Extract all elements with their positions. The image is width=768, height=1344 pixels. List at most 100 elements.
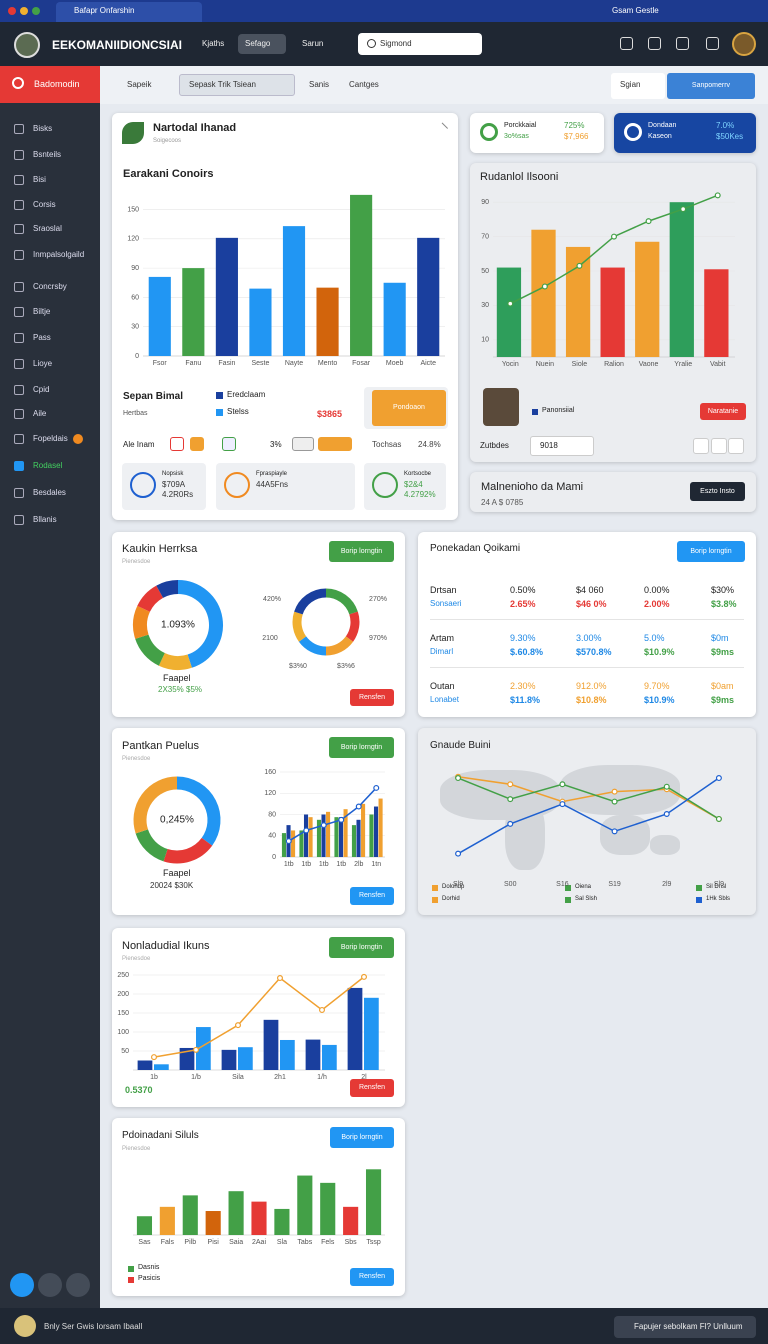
- sidebar-item[interactable]: Fopeldais: [33, 434, 68, 443]
- donut-label: Faapel: [163, 673, 191, 683]
- stat-icon: [480, 123, 498, 141]
- sidebar-item[interactable]: Besdales: [33, 488, 66, 497]
- cell-value: 2.30%: [510, 681, 536, 691]
- search-box[interactable]: [358, 33, 482, 55]
- row-chip[interactable]: [222, 437, 236, 451]
- sidebar-item[interactable]: Inmpalsolgaild: [33, 250, 85, 259]
- trend-icon[interactable]: [728, 438, 744, 454]
- header-icon[interactable]: [676, 37, 689, 50]
- button[interactable]: Rensfen: [350, 1079, 394, 1097]
- filter-select[interactable]: [611, 73, 665, 99]
- card-subtitle: Pienesdoe: [122, 1146, 151, 1152]
- map-land: [560, 765, 680, 815]
- cell-sub: $46 0%: [576, 599, 607, 609]
- sidebar-item[interactable]: Bllanis: [33, 515, 57, 524]
- button[interactable]: Borip lorngtin: [329, 737, 394, 758]
- cell-sub: 2.00%: [644, 599, 670, 609]
- account-name: Gsam Gestle: [612, 6, 659, 15]
- sidebar-tool[interactable]: [66, 1273, 90, 1297]
- sidebar-tool[interactable]: [10, 1273, 34, 1297]
- row-label: Drtsan: [430, 585, 457, 595]
- card-title: Nartodal Ihanad: [153, 122, 237, 134]
- cell-value: $0m: [711, 633, 729, 643]
- cell-sub: $10.9%: [644, 695, 675, 705]
- sidebar-icon: [14, 333, 24, 343]
- filter-button[interactable]: Sanpomerrv: [667, 73, 755, 99]
- sidebar-item[interactable]: Bisi: [33, 175, 46, 184]
- button[interactable]: Borip lorngtin: [329, 937, 394, 958]
- nav-link[interactable]: Sarun: [302, 39, 324, 48]
- cell-sub: $.60.8%: [510, 647, 544, 657]
- stat-value: 725%: [564, 121, 585, 130]
- row-chip[interactable]: [190, 437, 204, 451]
- header-icon[interactable]: [620, 37, 633, 50]
- sidebar-item[interactable]: Cpid: [33, 385, 50, 394]
- filter-select-label: Sgian: [620, 80, 641, 89]
- button[interactable]: Borip lorngtin: [329, 541, 394, 562]
- sidebar-item[interactable]: Bisks: [33, 124, 53, 133]
- sidebar-item[interactable]: Aile: [33, 409, 47, 418]
- button[interactable]: Naratanie: [700, 403, 746, 420]
- logo: [14, 32, 40, 58]
- map-land: [505, 800, 545, 870]
- row-sub: Sonsaeri: [430, 599, 462, 608]
- sidebar-item[interactable]: Pass: [33, 333, 51, 342]
- sidebar: [0, 66, 100, 1308]
- header-icon[interactable]: [706, 37, 719, 50]
- card-title: Nonladudial Ikuns: [122, 940, 210, 952]
- sidebar-item[interactable]: Sraoslal: [33, 224, 62, 233]
- filter-link[interactable]: Sanis: [309, 80, 330, 89]
- trend-thumb: [483, 388, 519, 426]
- button[interactable]: Borip lorngtin: [677, 541, 745, 562]
- mini-tile-line: 4.2792%: [404, 490, 436, 499]
- row-value: 3%: [270, 440, 282, 449]
- trend-icon[interactable]: [711, 438, 727, 454]
- sidebar-icon: [14, 488, 24, 498]
- row-chip[interactable]: [318, 437, 352, 451]
- sidebar-icon: [14, 409, 24, 419]
- button[interactable]: Rensfen: [350, 1268, 394, 1286]
- nav-link[interactable]: Sefago: [245, 39, 271, 48]
- sidebar-tool[interactable]: [38, 1273, 62, 1297]
- row-divider: [430, 619, 744, 620]
- button[interactable]: Rensfen: [350, 689, 394, 706]
- row-chip[interactable]: [170, 437, 184, 451]
- sidebar-item[interactable]: Lioye: [33, 359, 53, 368]
- sidebar-icon: [14, 434, 24, 444]
- filter-link[interactable]: Cantges: [349, 80, 379, 89]
- avatar[interactable]: [732, 32, 756, 56]
- trend-icon[interactable]: [693, 438, 709, 454]
- stat-icon: [624, 123, 642, 141]
- footer-text: Bnly Ser Gwis Iorsam Ibaall: [44, 1322, 143, 1331]
- filter-dropdown[interactable]: [179, 74, 295, 96]
- map-land: [650, 835, 680, 855]
- trend-select[interactable]: [530, 436, 594, 456]
- row-sub: Dimarl: [430, 647, 454, 656]
- stat-title: Porckkaial: [504, 122, 537, 129]
- button[interactable]: Rensfen: [350, 887, 394, 905]
- sidebar-item[interactable]: Rodasel: [33, 461, 63, 470]
- nav-link[interactable]: Kjaths: [202, 39, 225, 48]
- cell-value: $0am: [711, 681, 734, 691]
- row-value: 24.8%: [418, 440, 441, 449]
- sidebar-icon: [14, 282, 24, 292]
- legend-label: Eredclaam: [227, 390, 266, 399]
- sidebar-item[interactable]: Corsis: [33, 200, 56, 209]
- card-title: Gnaude Buini: [430, 740, 491, 751]
- row-chip[interactable]: [292, 437, 314, 451]
- sidebar-active-label[interactable]: Badomodin: [34, 79, 80, 89]
- sidebar-item[interactable]: Biltje: [33, 307, 51, 316]
- button[interactable]: Pondoaon: [372, 390, 446, 426]
- cell-value: 0.00%: [644, 585, 670, 595]
- sidebar-icon: [14, 461, 24, 471]
- row-divider: [430, 667, 744, 668]
- donut-sub: 2X35% $5%: [158, 685, 203, 694]
- cell-value: $4 060: [576, 585, 604, 595]
- sidebar-item[interactable]: Concrsby: [33, 282, 67, 291]
- header-icon[interactable]: [648, 37, 661, 50]
- footer-pill[interactable]: [614, 1316, 756, 1338]
- button[interactable]: Eszto Insto: [690, 482, 745, 501]
- sidebar-item[interactable]: Bsnteils: [33, 150, 62, 159]
- button[interactable]: Borip lorngtin: [330, 1127, 394, 1148]
- window-dot: [8, 7, 16, 15]
